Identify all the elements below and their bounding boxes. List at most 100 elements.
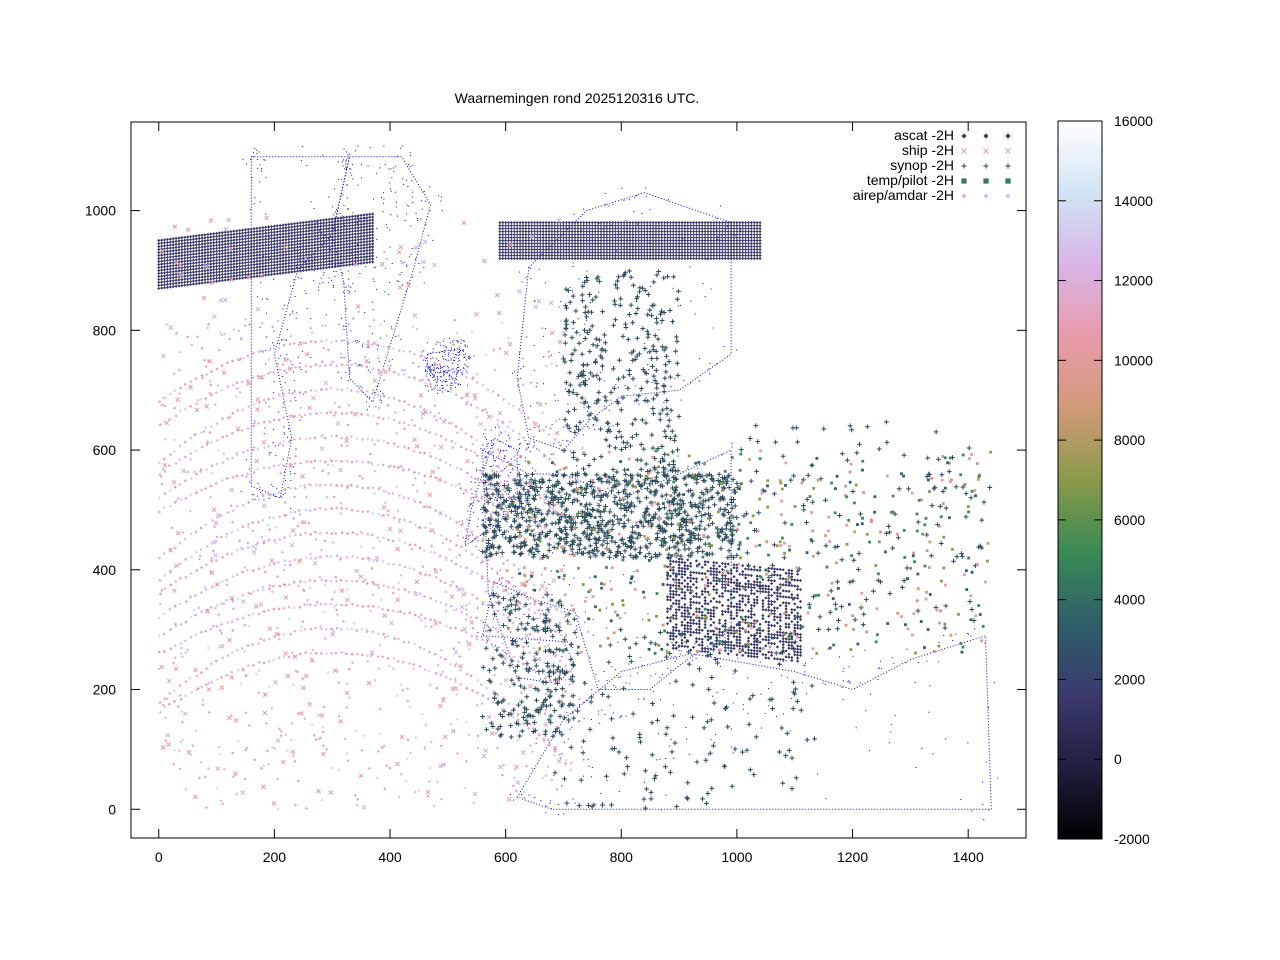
ascat-point	[619, 256, 623, 261]
coastline-dot	[492, 447, 494, 449]
ascat-point	[665, 577, 670, 581]
airep-point	[240, 380, 244, 384]
ascat-point	[532, 232, 537, 237]
ascat-point	[712, 587, 716, 592]
coastline-dot	[602, 802, 604, 804]
ascat-point	[226, 236, 230, 240]
ascat-point	[689, 585, 693, 589]
airep-point	[418, 354, 423, 359]
coastline-dot	[333, 271, 335, 273]
coastline-dot	[468, 535, 470, 537]
ascat-point	[735, 238, 739, 243]
ascat-point	[359, 225, 363, 229]
ascat-point	[732, 628, 736, 633]
ascat-point	[720, 594, 725, 599]
ascat-point	[550, 250, 554, 255]
ascat-point	[269, 224, 274, 229]
ascat-point	[729, 577, 733, 581]
ascat-point	[275, 224, 279, 228]
ascat-point	[168, 273, 172, 277]
ascat-point	[738, 581, 742, 585]
coastline-dot	[533, 647, 535, 649]
ascat-point	[657, 253, 661, 258]
ascat-point	[752, 652, 756, 656]
ascat-point	[365, 248, 369, 253]
ascat-point	[735, 226, 739, 231]
ascat-point	[165, 276, 170, 280]
ascat-point	[671, 229, 675, 234]
ascat-point	[715, 235, 719, 240]
ascat-point	[243, 249, 248, 253]
ascat-point	[267, 270, 271, 274]
ascat-point	[645, 235, 649, 240]
ascat-point	[772, 642, 777, 646]
ascat-point	[324, 233, 329, 237]
coastline-dot	[943, 634, 945, 636]
ascat-point	[223, 239, 227, 243]
ascat-point	[596, 238, 600, 243]
ascat-point	[741, 244, 745, 249]
ascat-point	[281, 253, 285, 257]
ascat-point	[530, 244, 534, 249]
ascat-point	[637, 253, 641, 258]
coastline-dot	[442, 340, 444, 342]
ascat-point	[743, 244, 748, 249]
airep-point	[304, 341, 308, 345]
ascat-point	[229, 253, 233, 258]
coastline-dot	[495, 592, 497, 594]
ascat-point	[342, 254, 346, 259]
ascat-point	[686, 256, 690, 261]
ascat-point	[506, 238, 511, 243]
ascat-point	[587, 226, 592, 231]
ascat-point	[342, 245, 346, 250]
ascat-point	[527, 232, 531, 237]
coastline-dot	[613, 257, 615, 259]
ascat-point	[287, 264, 291, 268]
ascat-point	[576, 244, 580, 249]
coastline-dot	[982, 803, 984, 805]
ascat-point	[665, 616, 670, 620]
ascat-point	[240, 252, 245, 256]
ascat-point	[579, 256, 583, 261]
ascat-point	[689, 232, 693, 237]
ascat-point	[310, 228, 314, 233]
ascat-point	[726, 244, 730, 249]
coastline-dot	[841, 686, 843, 688]
ascat-point	[729, 643, 733, 647]
coastline-dot	[564, 611, 566, 613]
ascat-point	[498, 256, 502, 261]
coastline-dot	[391, 328, 393, 330]
coastline-dot	[378, 357, 380, 359]
ascat-point	[521, 223, 525, 228]
ascat-point	[712, 614, 716, 619]
coastline-dot	[690, 382, 692, 384]
ascat-point	[238, 261, 242, 266]
ascat-point	[746, 223, 751, 228]
coastline-dot	[280, 355, 282, 357]
coastline-dot	[261, 298, 263, 300]
ascat-point	[573, 253, 577, 258]
coastline-dot	[447, 355, 449, 357]
ascat-point	[162, 265, 167, 269]
ascat-point	[726, 628, 730, 632]
ascat-point	[715, 633, 719, 637]
coastline-dot	[445, 346, 447, 348]
ascat-point	[582, 220, 586, 225]
ascat-point	[720, 238, 725, 243]
coastline-dot	[538, 431, 540, 433]
ascat-point	[686, 609, 690, 613]
ascat-point	[209, 277, 213, 281]
ascat-point	[235, 262, 239, 266]
ascat-point	[689, 570, 693, 574]
coastline-dot	[803, 664, 805, 666]
coastline-dot	[478, 549, 480, 551]
coastline-dot	[324, 235, 326, 237]
ascat-point	[735, 578, 739, 582]
ascat-point	[371, 248, 375, 252]
ascat-point	[651, 244, 655, 249]
ascat-point	[726, 589, 730, 593]
ascat-point	[790, 658, 794, 663]
ascat-point	[174, 242, 178, 246]
ascat-point	[307, 235, 311, 239]
ascat-point	[697, 601, 701, 605]
